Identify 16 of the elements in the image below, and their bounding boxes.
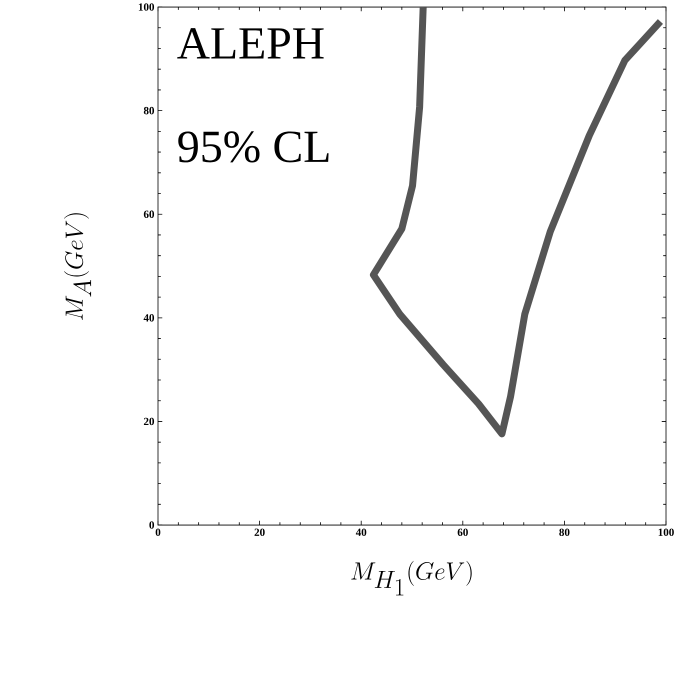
annotation: 95% CL	[178, 131, 329, 162]
y-axis-title: $M_A(GeV)$	[64, 213, 92, 320]
x-tick-label: 40	[356, 528, 366, 536]
x-tick-label: 80	[559, 528, 570, 536]
annotation: ALEPH	[177, 28, 324, 58]
x-tick-label: 100	[658, 528, 674, 536]
y-tick-label: 100	[138, 3, 154, 11]
y-tick-label: 20	[144, 418, 154, 426]
y-tick-label: 80	[144, 106, 154, 114]
x-axis-title: $M_{H_1}(GeV)$	[351, 560, 472, 596]
y-tick-label: 60	[144, 210, 154, 218]
y-tick-label: 0	[149, 521, 154, 529]
x-tick-label: 60	[458, 528, 468, 536]
x-tick-label: 20	[254, 528, 265, 536]
x-tick-label: 0	[156, 528, 160, 536]
y-tick-label: 40	[144, 314, 154, 322]
